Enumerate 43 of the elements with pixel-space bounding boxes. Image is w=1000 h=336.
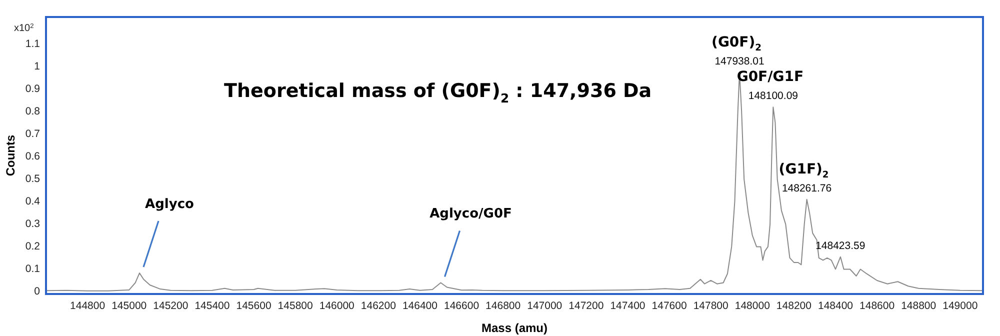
y-tick-label: 0.7 [25, 128, 40, 140]
annotation: Aglyco [145, 197, 194, 212]
x-tick-label: 148600 [860, 300, 895, 312]
x-tick-label: 145200 [153, 300, 188, 312]
x-tick-label: 147000 [527, 300, 562, 312]
y-tick-label: 0.9 [25, 82, 40, 95]
x-tick-label: 148200 [776, 300, 812, 312]
y-tick-label: 0.4 [25, 196, 40, 208]
x-tick-label: 147600 [652, 300, 687, 312]
x-tick-label: 149000 [942, 300, 978, 312]
annotation: G0F/G1F [736, 69, 804, 86]
annotation: Aglyco/G0F [430, 206, 512, 222]
x-tick-label: 146400 [402, 300, 438, 312]
x-tick-label: 147800 [693, 300, 729, 312]
x-tick-label: 145800 [278, 300, 313, 312]
y-tick-label: 0.3 [25, 218, 40, 230]
annotation: 148261.76 [782, 182, 832, 194]
x-tick-label: 146200 [360, 300, 396, 312]
x-tick-label: 145400 [194, 300, 230, 312]
x-tick-label: 147200 [568, 300, 604, 312]
y-tick-label: 0.2 [25, 240, 40, 253]
y-tick-label: 1 [34, 60, 40, 72]
annotation: 148100.09 [748, 90, 798, 102]
y-tick-label: 1.1 [25, 38, 40, 50]
x-tick-label: 146800 [486, 300, 521, 312]
annotation: 147938.01 [714, 55, 764, 68]
x-tick-label: 145600 [236, 300, 272, 312]
x-tick-label: 146000 [319, 300, 355, 312]
x-tick-label: 146600 [444, 300, 480, 312]
x-tick-label: 147400 [610, 300, 646, 312]
x-tick-label: 148400 [818, 300, 854, 312]
x-tick-label: 148000 [734, 300, 770, 312]
x-tick-label: 145000 [112, 300, 147, 312]
annotation: 148423.59 [816, 240, 866, 252]
y-tick-label: 0.5 [25, 173, 40, 186]
x-axis-title: Mass (amu) [481, 321, 548, 336]
y-tick-label: 0.6 [25, 150, 40, 163]
y-tick-label: 0.1 [25, 263, 40, 276]
x-tick-label: 144800 [70, 300, 106, 312]
x-tick-label: 148800 [901, 300, 936, 312]
y-tick-label: 0 [34, 286, 40, 298]
y-tick-label: 0.8 [25, 105, 40, 118]
y-axis-title: Counts [4, 134, 18, 176]
